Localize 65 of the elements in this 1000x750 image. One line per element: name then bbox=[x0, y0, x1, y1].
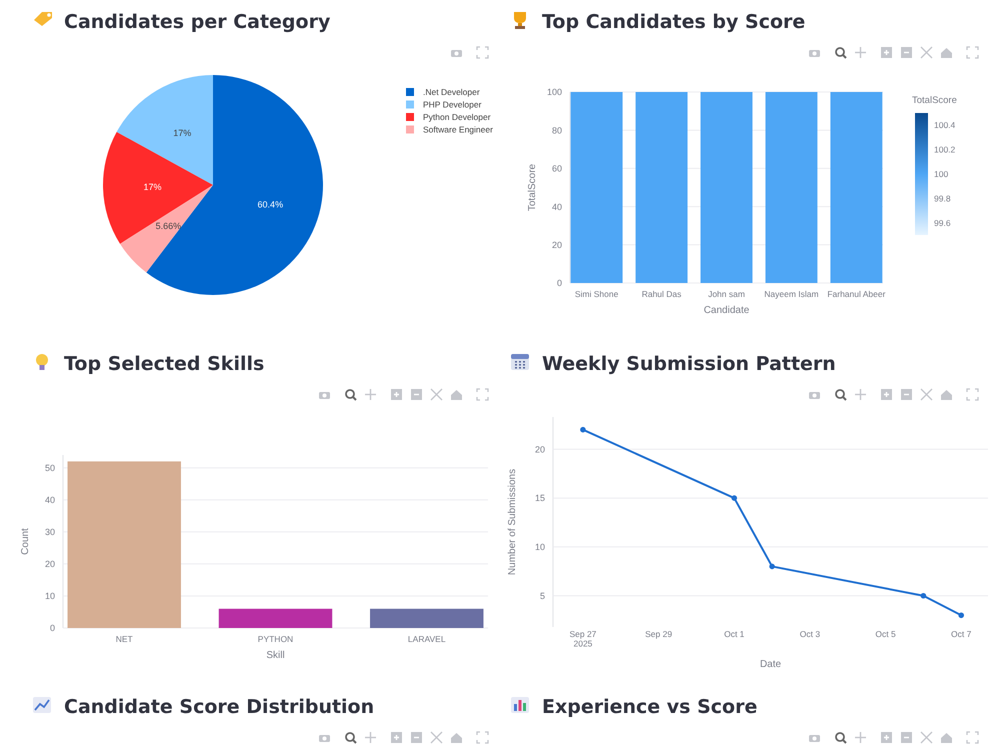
x-tick-label: Rahul Das bbox=[642, 289, 682, 299]
legend-label: Python Developer bbox=[423, 112, 491, 122]
point bbox=[769, 564, 775, 570]
x-axis-title: Skill bbox=[266, 650, 285, 661]
y-axis-title: Number of Submissions bbox=[507, 468, 518, 576]
x-tick-label: Sep 27 2025 bbox=[569, 629, 597, 648]
x-tick-label: PYTHON bbox=[258, 634, 294, 644]
x-tick-label: NET bbox=[116, 634, 133, 644]
y-tick-label: 20 bbox=[44, 559, 55, 570]
data-label: 17% bbox=[173, 128, 192, 138]
data-label: 5.66% bbox=[156, 221, 182, 232]
x-tick-label: Nayeem Islam bbox=[764, 289, 819, 299]
x-tick-label: Oct 7 bbox=[951, 629, 972, 639]
pie-slice bbox=[103, 132, 213, 244]
y-tick-label: 20 bbox=[534, 444, 545, 454]
color-bar-title: TotalScore bbox=[912, 95, 957, 106]
y-tick-label: 5 bbox=[540, 590, 545, 601]
color-bar-label: 100.4 bbox=[934, 120, 956, 130]
y-tick-label: 10 bbox=[534, 542, 545, 552]
x-tick-label: Oct 5 bbox=[875, 629, 896, 639]
pie-slice bbox=[120, 185, 213, 272]
pie-slice bbox=[146, 75, 323, 295]
legend-label: .Net Developer bbox=[423, 86, 480, 97]
point bbox=[958, 612, 964, 618]
y-axis-title: TotalScore bbox=[527, 163, 538, 212]
x-tick-label: Farhanul Abeer bbox=[827, 289, 886, 299]
x-axis-title: Date bbox=[760, 659, 782, 670]
y-tick-label: 50 bbox=[44, 462, 55, 473]
data-label: 60.4% bbox=[258, 200, 284, 210]
legend-label: PHP Developer bbox=[423, 99, 482, 110]
x-tick-label: LARAVEL bbox=[408, 634, 446, 644]
chart-title: Candidates per Category bbox=[64, 11, 331, 33]
x-tick-label: John sam bbox=[708, 289, 745, 299]
y-tick-label: 80 bbox=[552, 125, 562, 136]
y-axis-title: Count bbox=[20, 528, 31, 555]
chart-title: Weekly Submission Pattern bbox=[542, 353, 836, 375]
x-axis-title: Candidate bbox=[704, 305, 750, 316]
text: Experience vs Score bbox=[542, 696, 758, 718]
text: Candidate Score Distribution bbox=[64, 696, 374, 718]
y-tick-label: 10 bbox=[44, 591, 55, 602]
y-tick-label: 40 bbox=[552, 202, 562, 212]
y-tick-label: 15 bbox=[534, 493, 545, 504]
pie-slice bbox=[116, 75, 213, 185]
chart-title: Top Candidates by Score bbox=[542, 11, 806, 33]
x-tick-label: Sep 29 bbox=[645, 629, 672, 639]
legend-label: Software Engineer bbox=[423, 124, 494, 134]
color-bar-label: 99.8 bbox=[934, 193, 951, 204]
y-tick-label: 100 bbox=[546, 87, 562, 98]
y-tick-label: 30 bbox=[44, 527, 55, 538]
y-tick-label: 40 bbox=[44, 495, 55, 505]
point bbox=[580, 426, 586, 432]
x-tick-label: Oct 3 bbox=[800, 629, 820, 639]
y-tick-label: 0 bbox=[50, 623, 55, 634]
color-bar-label: 100.2 bbox=[934, 144, 956, 155]
point bbox=[920, 592, 926, 599]
chart-title: Top Selected Skills bbox=[64, 353, 264, 375]
y-tick-label: 60 bbox=[552, 164, 562, 174]
color-bar-label: 100 bbox=[934, 168, 948, 179]
y-tick-label: 0 bbox=[556, 278, 562, 288]
data-label: 17% bbox=[144, 182, 162, 192]
x-tick-label: Simi Shone bbox=[574, 289, 619, 299]
point bbox=[731, 495, 738, 501]
color-bar-label: 99.6 bbox=[934, 218, 951, 228]
y-tick-label: 20 bbox=[552, 240, 562, 250]
x-tick-label: Oct 1 bbox=[724, 629, 745, 639]
